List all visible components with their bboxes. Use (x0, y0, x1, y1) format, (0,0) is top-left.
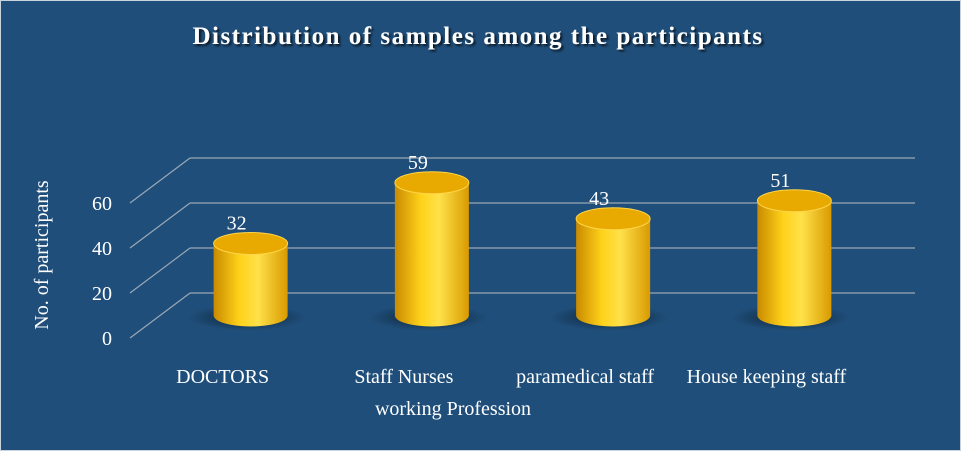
bar (576, 218, 651, 327)
x-axis-title: working Profession (375, 398, 531, 420)
y-tick-label: 40 (92, 238, 112, 260)
bar-top (213, 232, 289, 255)
grid-line-diagonal (129, 292, 191, 339)
bar-top (575, 207, 651, 231)
bar-top (394, 171, 470, 195)
chart-title: Distribution of samples among the partic… (192, 23, 763, 50)
data-label: 51 (770, 170, 790, 192)
data-label: 32 (227, 213, 247, 235)
x-tick-label: DOCTORS (176, 366, 269, 388)
y-tick-label: 20 (92, 283, 112, 305)
x-tick-label: Staff Nurses (354, 366, 453, 388)
x-tick-label: House keeping staff (687, 366, 847, 388)
data-label: 43 (589, 188, 609, 210)
bar-top (756, 189, 832, 213)
bar (213, 243, 288, 327)
y-tick-label: 0 (102, 328, 112, 350)
y-tick-label: 60 (92, 193, 112, 215)
grid-line-diagonal (129, 157, 191, 204)
y-axis-title: No. of participants (31, 180, 53, 330)
grid-line-diagonal (129, 202, 191, 249)
bar (394, 182, 469, 327)
x-tick-label: paramedical staff (516, 366, 654, 388)
grid-line-diagonal (129, 247, 191, 294)
bar (757, 200, 832, 327)
data-label: 59 (408, 152, 428, 174)
